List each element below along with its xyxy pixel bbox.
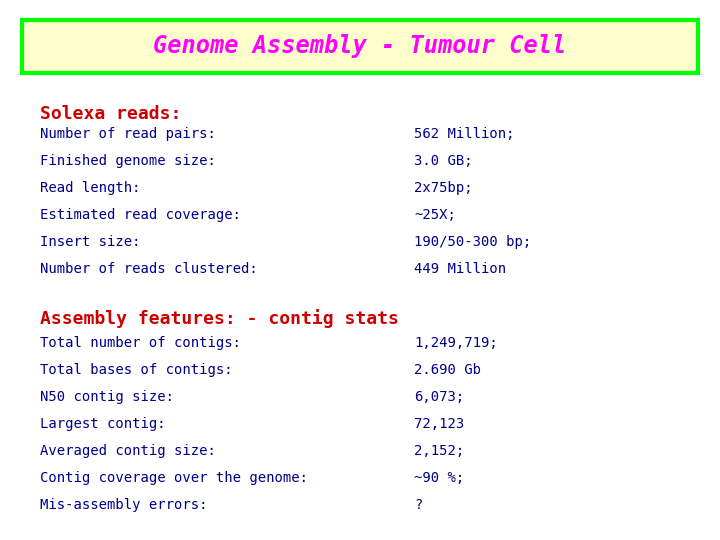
Text: 190/50-300 bp;: 190/50-300 bp;: [414, 235, 531, 249]
Text: Mis-assembly errors:: Mis-assembly errors:: [40, 498, 207, 512]
Text: Read length:: Read length:: [40, 181, 140, 195]
Text: Finished genome size:: Finished genome size:: [40, 154, 215, 168]
Text: Averaged contig size:: Averaged contig size:: [40, 444, 215, 458]
Text: Assembly features: - contig stats: Assembly features: - contig stats: [40, 309, 398, 328]
Text: Estimated read coverage:: Estimated read coverage:: [40, 208, 240, 222]
Text: Total bases of contigs:: Total bases of contigs:: [40, 363, 233, 377]
Text: 2.690 Gb: 2.690 Gb: [414, 363, 481, 377]
Text: N50 contig size:: N50 contig size:: [40, 390, 174, 404]
Text: Largest contig:: Largest contig:: [40, 417, 165, 431]
Text: Number of read pairs:: Number of read pairs:: [40, 127, 215, 141]
Text: 72,123: 72,123: [414, 417, 464, 431]
Text: 2x75bp;: 2x75bp;: [414, 181, 472, 195]
Text: Insert size:: Insert size:: [40, 235, 140, 249]
Text: Solexa reads:: Solexa reads:: [40, 105, 181, 123]
Text: ?: ?: [414, 498, 423, 512]
Text: 3.0 GB;: 3.0 GB;: [414, 154, 472, 168]
Text: 2,152;: 2,152;: [414, 444, 464, 458]
FancyBboxPatch shape: [22, 20, 698, 73]
Text: 1,249,719;: 1,249,719;: [414, 336, 498, 350]
Text: ~25X;: ~25X;: [414, 208, 456, 222]
Text: 6,073;: 6,073;: [414, 390, 464, 404]
Text: Total number of contigs:: Total number of contigs:: [40, 336, 240, 350]
Text: ~90 %;: ~90 %;: [414, 471, 464, 485]
Text: Genome Assembly - Tumour Cell: Genome Assembly - Tumour Cell: [153, 35, 567, 58]
Text: Number of reads clustered:: Number of reads clustered:: [40, 262, 257, 276]
Text: 449 Million: 449 Million: [414, 262, 506, 276]
Text: 562 Million;: 562 Million;: [414, 127, 515, 141]
Text: Contig coverage over the genome:: Contig coverage over the genome:: [40, 471, 307, 485]
